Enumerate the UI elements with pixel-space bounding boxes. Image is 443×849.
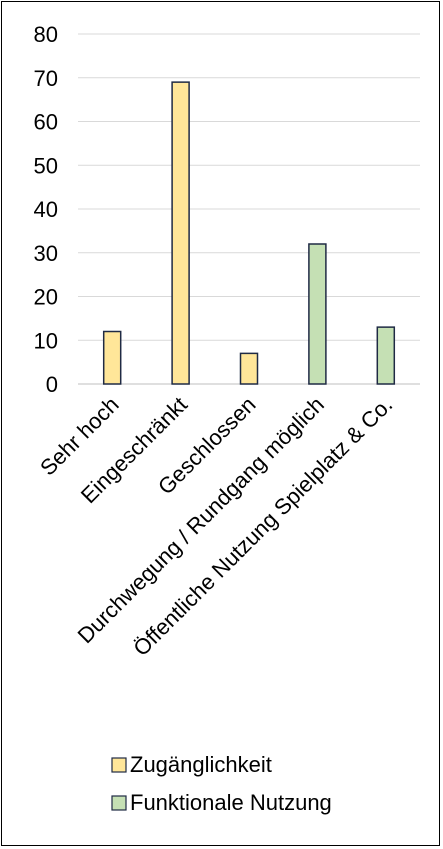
- bar-eingeschränkt: [171, 81, 190, 385]
- y-tick-label: 80: [34, 22, 58, 47]
- y-tick-label: 60: [34, 110, 58, 135]
- legend: Zugänglichkeit Funktionale Nutzung: [111, 752, 332, 815]
- y-tick-label: 70: [34, 66, 58, 91]
- legend-swatch: [111, 795, 127, 811]
- legend-swatch: [111, 757, 127, 773]
- gridlines: [78, 33, 420, 385]
- bar-sehr-hoch: [102, 330, 122, 385]
- y-tick-label: 40: [34, 197, 58, 222]
- x-category-label: Durchwegung / Rundgang möglich: [73, 392, 329, 648]
- bar-geschlossen: [239, 352, 259, 385]
- y-tick-label: 50: [34, 153, 58, 178]
- bar-öffentliche-nutzung-spielplatz-co-: [376, 326, 396, 385]
- x-axis-category-labels: Sehr hochEingeschränktGeschlossenDurchwe…: [35, 392, 397, 661]
- y-tick-label: 20: [34, 285, 58, 310]
- y-tick-label: 10: [34, 328, 58, 353]
- legend-label: Funktionale Nutzung: [130, 790, 332, 815]
- y-tick-label: 30: [34, 241, 58, 266]
- y-tick-label: 0: [46, 372, 58, 397]
- bars: [102, 81, 396, 385]
- bar-durchwegung-rundgang-möglich: [308, 243, 327, 385]
- legend-label: Zugänglichkeit: [130, 752, 272, 777]
- y-axis-tick-labels: 0 10 20 30 40 50 60 70 80: [34, 22, 58, 397]
